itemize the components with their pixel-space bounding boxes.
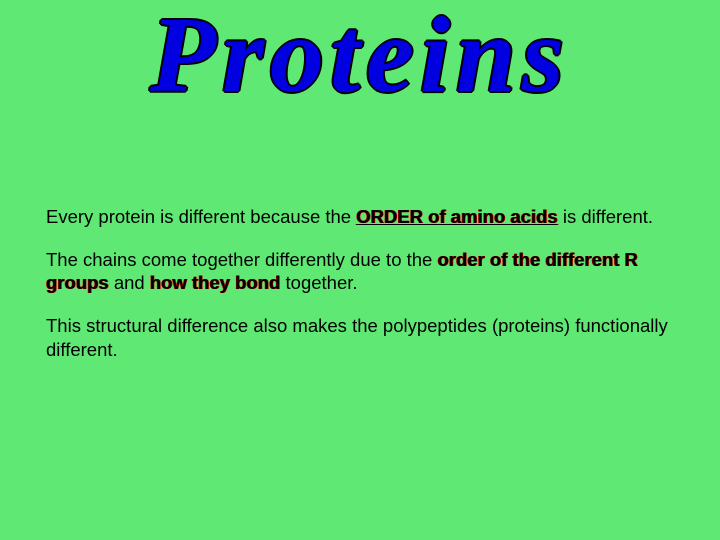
paragraph-2: The chains come together differently due… [46,248,674,294]
text-run: Every protein is different because the [46,206,356,227]
text-run: The chains come together differently due… [46,249,437,270]
slide-body: Every protein is different because the O… [46,205,674,381]
text-run: This structural difference also makes th… [46,315,668,359]
slide-title: Proteins [0,0,720,110]
paragraph-1: Every protein is different because the O… [46,205,674,228]
paragraph-3: This structural difference also makes th… [46,314,674,360]
keyword-underline: ORDER of amino acids [356,206,557,227]
keyword-bold: how they bond [150,272,281,293]
text-run: together. [280,272,357,293]
text-run: is different. [558,206,653,227]
slide: Proteins Every protein is different beca… [0,0,720,540]
text-run: and [109,272,150,293]
